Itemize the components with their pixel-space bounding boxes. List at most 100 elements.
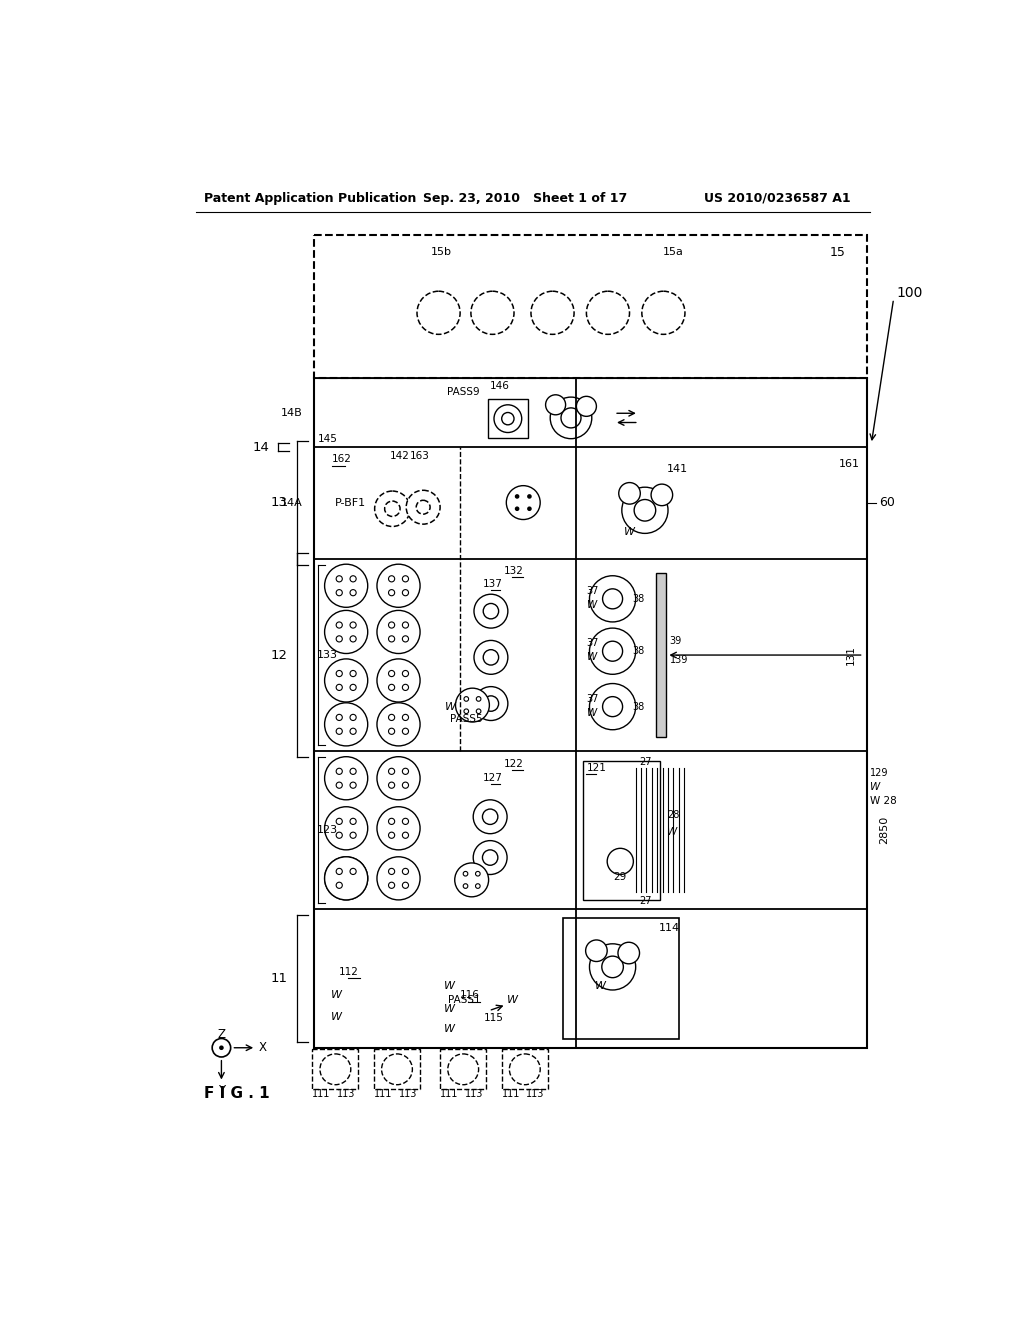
Text: 2850: 2850 xyxy=(879,816,889,845)
Circle shape xyxy=(350,636,356,642)
Circle shape xyxy=(336,636,342,642)
Circle shape xyxy=(336,622,342,628)
Text: 145: 145 xyxy=(317,434,338,445)
Circle shape xyxy=(336,882,342,888)
Circle shape xyxy=(402,882,409,888)
Text: 163: 163 xyxy=(411,451,430,462)
Circle shape xyxy=(377,564,420,607)
Circle shape xyxy=(402,768,409,775)
Bar xyxy=(374,1049,420,1089)
Circle shape xyxy=(475,871,480,876)
Text: W: W xyxy=(443,1005,455,1014)
Text: 27: 27 xyxy=(639,896,651,907)
Text: 142: 142 xyxy=(390,451,410,462)
Circle shape xyxy=(402,636,409,642)
Text: 15: 15 xyxy=(829,246,846,259)
Circle shape xyxy=(590,684,636,730)
Circle shape xyxy=(482,850,498,866)
Circle shape xyxy=(385,502,400,516)
Circle shape xyxy=(476,697,481,701)
Circle shape xyxy=(602,697,623,717)
Text: 14A: 14A xyxy=(282,498,303,508)
Circle shape xyxy=(417,292,460,334)
Circle shape xyxy=(325,857,368,900)
Circle shape xyxy=(388,832,394,838)
Circle shape xyxy=(515,494,519,499)
Text: W: W xyxy=(624,527,635,537)
Circle shape xyxy=(651,484,673,506)
Circle shape xyxy=(388,729,394,734)
Circle shape xyxy=(336,671,342,677)
Circle shape xyxy=(325,756,368,800)
Circle shape xyxy=(475,884,480,888)
Text: P-BF1: P-BF1 xyxy=(335,498,366,508)
Circle shape xyxy=(464,697,469,701)
Circle shape xyxy=(350,818,356,825)
Circle shape xyxy=(531,292,574,334)
Text: 37: 37 xyxy=(587,586,599,597)
Text: 100: 100 xyxy=(896,286,923,300)
Circle shape xyxy=(350,576,356,582)
Text: Z: Z xyxy=(217,1028,225,1041)
Text: 111: 111 xyxy=(312,1089,331,1100)
Circle shape xyxy=(336,869,342,874)
Circle shape xyxy=(474,640,508,675)
Text: F I G . 1: F I G . 1 xyxy=(204,1086,269,1101)
Text: PASS9: PASS9 xyxy=(446,387,479,397)
Text: 162: 162 xyxy=(333,454,352,465)
Text: W: W xyxy=(869,781,880,792)
Circle shape xyxy=(402,818,409,825)
Circle shape xyxy=(527,494,531,499)
Text: 139: 139 xyxy=(670,655,688,665)
Text: 37: 37 xyxy=(587,639,599,648)
Bar xyxy=(313,378,866,1048)
Circle shape xyxy=(509,1053,541,1085)
Circle shape xyxy=(377,659,420,702)
Circle shape xyxy=(377,756,420,800)
Circle shape xyxy=(388,869,394,874)
Text: 29: 29 xyxy=(613,871,627,882)
Circle shape xyxy=(546,395,565,414)
Circle shape xyxy=(402,671,409,677)
Circle shape xyxy=(377,702,420,746)
Text: 122: 122 xyxy=(504,759,524,768)
Circle shape xyxy=(506,486,541,520)
Bar xyxy=(313,235,866,378)
Circle shape xyxy=(483,649,499,665)
Circle shape xyxy=(622,487,668,533)
Circle shape xyxy=(388,714,394,721)
Circle shape xyxy=(447,1053,478,1085)
Circle shape xyxy=(325,659,368,702)
Circle shape xyxy=(602,589,623,609)
Text: US 2010/0236587 A1: US 2010/0236587 A1 xyxy=(703,191,851,205)
Text: 37: 37 xyxy=(587,694,599,704)
Circle shape xyxy=(336,818,342,825)
Circle shape xyxy=(550,397,592,438)
Text: W: W xyxy=(445,702,457,711)
Circle shape xyxy=(590,628,636,675)
Circle shape xyxy=(336,714,342,721)
Text: Y: Y xyxy=(218,1084,225,1097)
Circle shape xyxy=(388,622,394,628)
Circle shape xyxy=(336,882,342,888)
Text: 113: 113 xyxy=(465,1089,483,1100)
Circle shape xyxy=(402,622,409,628)
Text: 131: 131 xyxy=(846,645,856,665)
Circle shape xyxy=(515,507,519,511)
Circle shape xyxy=(402,729,409,734)
Text: 111: 111 xyxy=(374,1089,392,1100)
Circle shape xyxy=(325,807,368,850)
Text: 133: 133 xyxy=(317,649,338,660)
Circle shape xyxy=(219,1045,223,1051)
Text: 27: 27 xyxy=(639,758,651,767)
Text: 114: 114 xyxy=(659,923,680,933)
Circle shape xyxy=(336,768,342,775)
Circle shape xyxy=(463,871,468,876)
Circle shape xyxy=(464,709,469,714)
Text: 38: 38 xyxy=(633,702,645,711)
Circle shape xyxy=(456,688,489,722)
Bar xyxy=(563,919,679,1039)
Circle shape xyxy=(474,594,508,628)
Circle shape xyxy=(336,869,342,874)
Circle shape xyxy=(590,576,636,622)
